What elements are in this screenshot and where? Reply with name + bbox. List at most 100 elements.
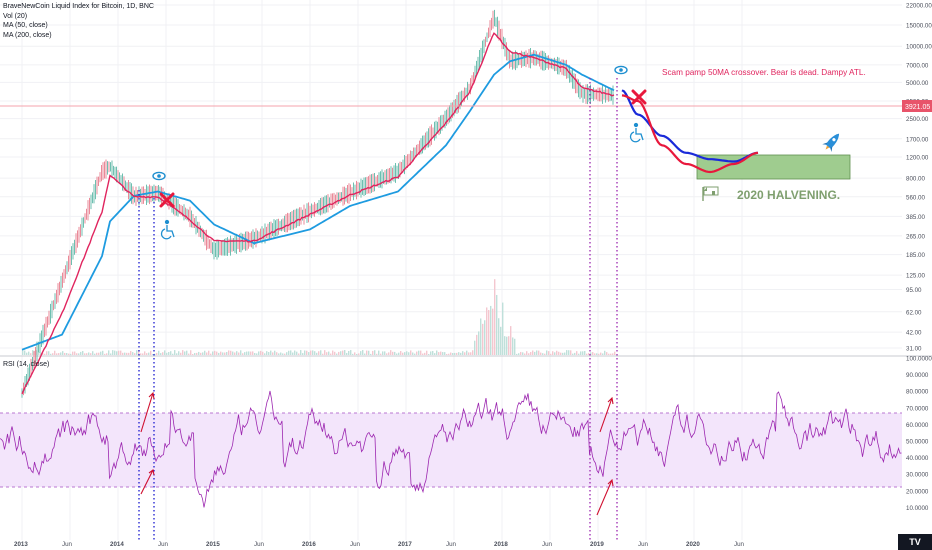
- volume-bar: [520, 351, 522, 355]
- volume-bar: [534, 351, 536, 355]
- wheelchair-icon: [160, 219, 175, 240]
- volume-bar: [530, 351, 532, 355]
- volume-bar: [120, 350, 122, 355]
- volume-bar: [256, 353, 258, 355]
- volume-bar: [294, 350, 296, 355]
- volume-bar: [432, 350, 434, 355]
- volume-bar: [116, 351, 118, 355]
- volume-bar: [188, 353, 190, 355]
- volume-bar: [58, 353, 60, 355]
- rsi-tick-label: 20.0000: [906, 488, 929, 495]
- symbol-title[interactable]: BraveNewCoin Liquid Index for Bitcoin, 1…: [3, 3, 154, 10]
- volume-bar: [504, 336, 506, 355]
- cross-mark-icon: [159, 192, 175, 208]
- volume-bar: [440, 351, 442, 355]
- volume-bar: [538, 350, 540, 355]
- time-axis[interactable]: 2013 Jun 2014 Jun 2015 Jun 2016 Jun 2017 Jun 2018 J…: [14, 541, 745, 548]
- rsi-indicator-label[interactable]: RSI (14, close): [3, 361, 50, 368]
- volume-bar: [288, 350, 290, 355]
- volume-bar: [228, 350, 230, 355]
- rsi-axis[interactable]: 100.0000 90.0000 80.0000 70.0000 60.0000 50.0…: [906, 356, 932, 512]
- volume-bar: [192, 353, 194, 355]
- volume-bar: [430, 351, 432, 355]
- volume-bar: [356, 353, 358, 355]
- volume-bar: [270, 350, 272, 355]
- volume-bar: [380, 353, 382, 355]
- volume-bar: [452, 353, 454, 355]
- volume-bar: [48, 351, 50, 355]
- volume-bar: [402, 352, 404, 355]
- volume-bar: [436, 350, 438, 355]
- volume-bar: [608, 353, 610, 355]
- volume-bar: [396, 353, 398, 355]
- volume-bar: [484, 320, 486, 355]
- volume-bar: [444, 352, 446, 355]
- volume-bar: [586, 353, 588, 355]
- price-tick-label: 5000.00: [906, 80, 929, 87]
- ma200-indicator-label[interactable]: MA (200, close): [3, 31, 52, 39]
- volume-bar: [310, 350, 312, 355]
- volume-bar: [500, 326, 502, 355]
- price-axis[interactable]: 22000.0015000.0010000.007000.005000.0035…: [906, 3, 932, 353]
- volume-bar: [166, 352, 168, 355]
- volume-bar: [148, 352, 150, 355]
- volume-bar: [426, 350, 428, 355]
- volume-bar: [304, 350, 306, 355]
- price-tick-label: 31.00: [906, 346, 922, 353]
- volume-bar: [362, 350, 364, 355]
- volume-bar: [52, 353, 54, 355]
- volume-bar: [420, 350, 422, 355]
- volume-bar: [30, 353, 32, 355]
- volume-bar: [60, 352, 62, 355]
- volume-bar: [342, 350, 344, 355]
- volume-bar: [508, 336, 510, 355]
- volume-bar: [96, 352, 98, 355]
- volume-bar: [456, 352, 458, 355]
- volume-bar: [274, 350, 276, 355]
- volume-bar: [50, 353, 52, 355]
- volume-bar: [506, 336, 508, 355]
- volume-bar: [408, 352, 410, 355]
- volume-bar: [514, 338, 516, 355]
- ma50-indicator-label[interactable]: MA (50, close): [3, 22, 48, 29]
- volume-bar: [176, 353, 178, 355]
- volume-bar: [314, 351, 316, 355]
- volume-bar: [352, 353, 354, 355]
- time-tick-label: 2018: [494, 541, 508, 548]
- cross-mark-icon: [631, 89, 647, 105]
- volume-bar: [246, 351, 248, 355]
- last-price-badge: [902, 100, 932, 112]
- wheelchair-icon: [629, 122, 644, 143]
- time-tick-label: Jun: [254, 541, 265, 548]
- volume-bar: [290, 350, 292, 355]
- tradingview-logo-icon[interactable]: TV: [898, 534, 932, 550]
- volume-bar: [568, 350, 570, 355]
- volume-bar: [70, 353, 72, 355]
- time-tick-label: 2019: [590, 541, 604, 548]
- volume-bar: [390, 350, 392, 355]
- volume-bar: [330, 353, 332, 355]
- volume-bar: [454, 352, 456, 355]
- volume-bar: [320, 350, 322, 355]
- volume-bar: [152, 353, 154, 355]
- volume-bar: [468, 352, 470, 355]
- chart-legend: BraveNewCoin Liquid Index for Bitcoin, 1…: [3, 2, 154, 40]
- volume-bar: [386, 353, 388, 355]
- volume-bar: [54, 350, 56, 355]
- price-tick-label: 125.00: [906, 273, 925, 280]
- volume-bar: [200, 352, 202, 355]
- volume-bar: [496, 294, 498, 355]
- volume-bar: [24, 350, 26, 355]
- volume-bar: [190, 350, 192, 355]
- volume-bar: [448, 353, 450, 355]
- volume-bar: [404, 352, 406, 355]
- volume-bar: [536, 350, 538, 355]
- volume-bar: [550, 353, 552, 355]
- volume-bar: [606, 352, 608, 355]
- volume-bar: [604, 350, 606, 355]
- volume-bar: [88, 352, 90, 355]
- volume-bar: [126, 352, 128, 355]
- volume-bar: [424, 352, 426, 355]
- vol-indicator-label[interactable]: Vol (20): [3, 12, 28, 20]
- volume-bar: [216, 351, 218, 355]
